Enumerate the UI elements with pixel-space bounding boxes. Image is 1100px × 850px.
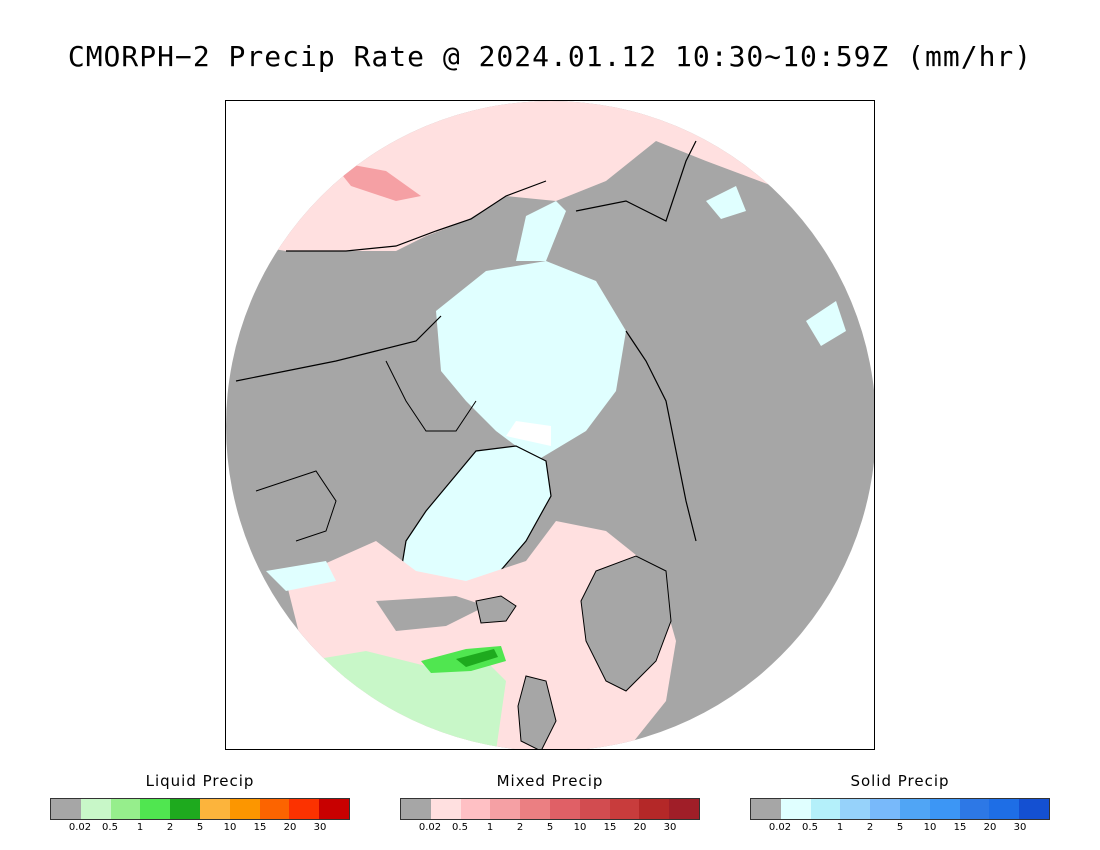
legend-tick-label: 10 xyxy=(223,822,237,833)
legend-swatch xyxy=(199,799,230,819)
legend-colorbar xyxy=(50,798,350,820)
legend-swatch xyxy=(80,799,111,819)
legend-title: Mixed Precip xyxy=(496,772,604,790)
legend-swatch xyxy=(549,799,580,819)
legend-tick-label: 2 xyxy=(866,822,874,833)
legend-tick-label: 30 xyxy=(663,822,677,833)
map-title: CMORPH−2 Precip Rate @ 2024.01.12 10:30∼… xyxy=(67,40,1033,73)
legend-swatch xyxy=(1019,799,1049,819)
legend-swatch xyxy=(319,799,349,819)
legend-swatch xyxy=(51,799,81,819)
legend-tick-label: 15 xyxy=(603,822,617,833)
alaska-coast xyxy=(286,180,547,252)
legend-colorbar xyxy=(400,798,700,820)
legend-title: Liquid Precip xyxy=(145,772,255,790)
british-isles xyxy=(517,675,557,749)
legend-swatch xyxy=(430,799,461,819)
legend-ticks: 0.02 0.5 1 2 5 10 15 20 30 xyxy=(400,822,700,836)
legend-swatch xyxy=(401,799,431,819)
legend-swatch xyxy=(289,799,320,819)
legend-colorbar xyxy=(750,798,1050,820)
legend-tick-label: 30 xyxy=(1013,822,1027,833)
legend-title: Solid Precip xyxy=(850,772,950,790)
polar-map-svg xyxy=(226,101,874,749)
solid-precip-arctic-ocean xyxy=(436,261,626,461)
legend-swatch xyxy=(780,799,811,819)
liquid-precip-core xyxy=(456,649,498,667)
legend-tick-label: 5 xyxy=(196,822,204,833)
legend-swatch xyxy=(840,799,871,819)
legend-swatch xyxy=(170,799,200,819)
polar-map xyxy=(225,100,875,750)
legend-tick-label: 20 xyxy=(633,822,647,833)
legend-swatch xyxy=(229,799,260,819)
legend-swatch xyxy=(959,799,990,819)
solid-precip-patch-1 xyxy=(706,186,746,219)
legend-swatch xyxy=(520,799,550,819)
legend-swatch xyxy=(669,799,699,819)
scandinavia xyxy=(580,555,672,692)
no-precip-atlantic-patch xyxy=(376,596,486,631)
legend-swatch xyxy=(751,799,781,819)
legend-tick-label: 0.02 xyxy=(768,822,792,833)
legend-tick-label: 2 xyxy=(516,822,524,833)
legend-tick-label: 10 xyxy=(923,822,937,833)
legend-swatch xyxy=(490,799,521,819)
legend-liquid: Liquid Precip 0.02 0.5 1 2 5 10 15 20 30 xyxy=(50,770,350,836)
legend-tick-label: 30 xyxy=(313,822,327,833)
legend-swatch xyxy=(899,799,930,819)
legend-tick-label: 10 xyxy=(573,822,587,833)
legend-tick-label: 1 xyxy=(136,822,144,833)
legend-swatch xyxy=(259,799,290,819)
legend-tick-label: 20 xyxy=(283,822,297,833)
legend-swatch xyxy=(639,799,670,819)
legend-swatch xyxy=(110,799,141,819)
solid-precip-patch-2 xyxy=(806,301,846,346)
legend-tick-label: 5 xyxy=(546,822,554,833)
legend-swatch xyxy=(989,799,1020,819)
legend-swatch xyxy=(140,799,171,819)
legend-tick-label: 15 xyxy=(953,822,967,833)
legend-swatch xyxy=(929,799,960,819)
siberia-coast xyxy=(575,140,697,222)
legend-tick-label: 20 xyxy=(983,822,997,833)
hudson-bay-coast xyxy=(255,470,337,542)
russia-arctic-coast xyxy=(625,330,697,542)
legend-tick-label: 5 xyxy=(896,822,904,833)
canadian-archipelago xyxy=(385,360,477,432)
solid-precip-patch-3 xyxy=(266,561,336,591)
legend-tick-label: 0.5 xyxy=(102,822,118,833)
legend-tick-label: 1 xyxy=(836,822,844,833)
legend-tick-label: 0.02 xyxy=(68,822,92,833)
legend-ticks: 0.02 0.5 1 2 5 10 15 20 30 xyxy=(750,822,1050,836)
canada-north-coast xyxy=(235,315,442,382)
legend-tick-label: 1 xyxy=(486,822,494,833)
legend-swatch xyxy=(870,799,900,819)
legend-tick-label: 0.5 xyxy=(802,822,818,833)
legend-tick-label: 2 xyxy=(166,822,174,833)
mixed-precip-cell-pacific xyxy=(331,161,421,201)
legend-ticks: 0.02 0.5 1 2 5 10 15 20 30 xyxy=(50,822,350,836)
legend-tick-label: 0.02 xyxy=(418,822,442,833)
pole-gap xyxy=(506,421,551,446)
iceland xyxy=(475,595,517,624)
legend-tick-label: 0.5 xyxy=(452,822,468,833)
legend-swatch xyxy=(460,799,491,819)
legend-swatch xyxy=(810,799,841,819)
legend-mixed: Mixed Precip 0.02 0.5 1 2 5 10 15 20 30 xyxy=(400,770,700,836)
solid-precip-bering xyxy=(516,201,566,261)
legend-swatch xyxy=(609,799,640,819)
legend-swatch xyxy=(579,799,610,819)
legend-tick-label: 15 xyxy=(253,822,267,833)
legend-solid: Solid Precip 0.02 0.5 1 2 5 10 15 20 30 xyxy=(750,770,1050,836)
